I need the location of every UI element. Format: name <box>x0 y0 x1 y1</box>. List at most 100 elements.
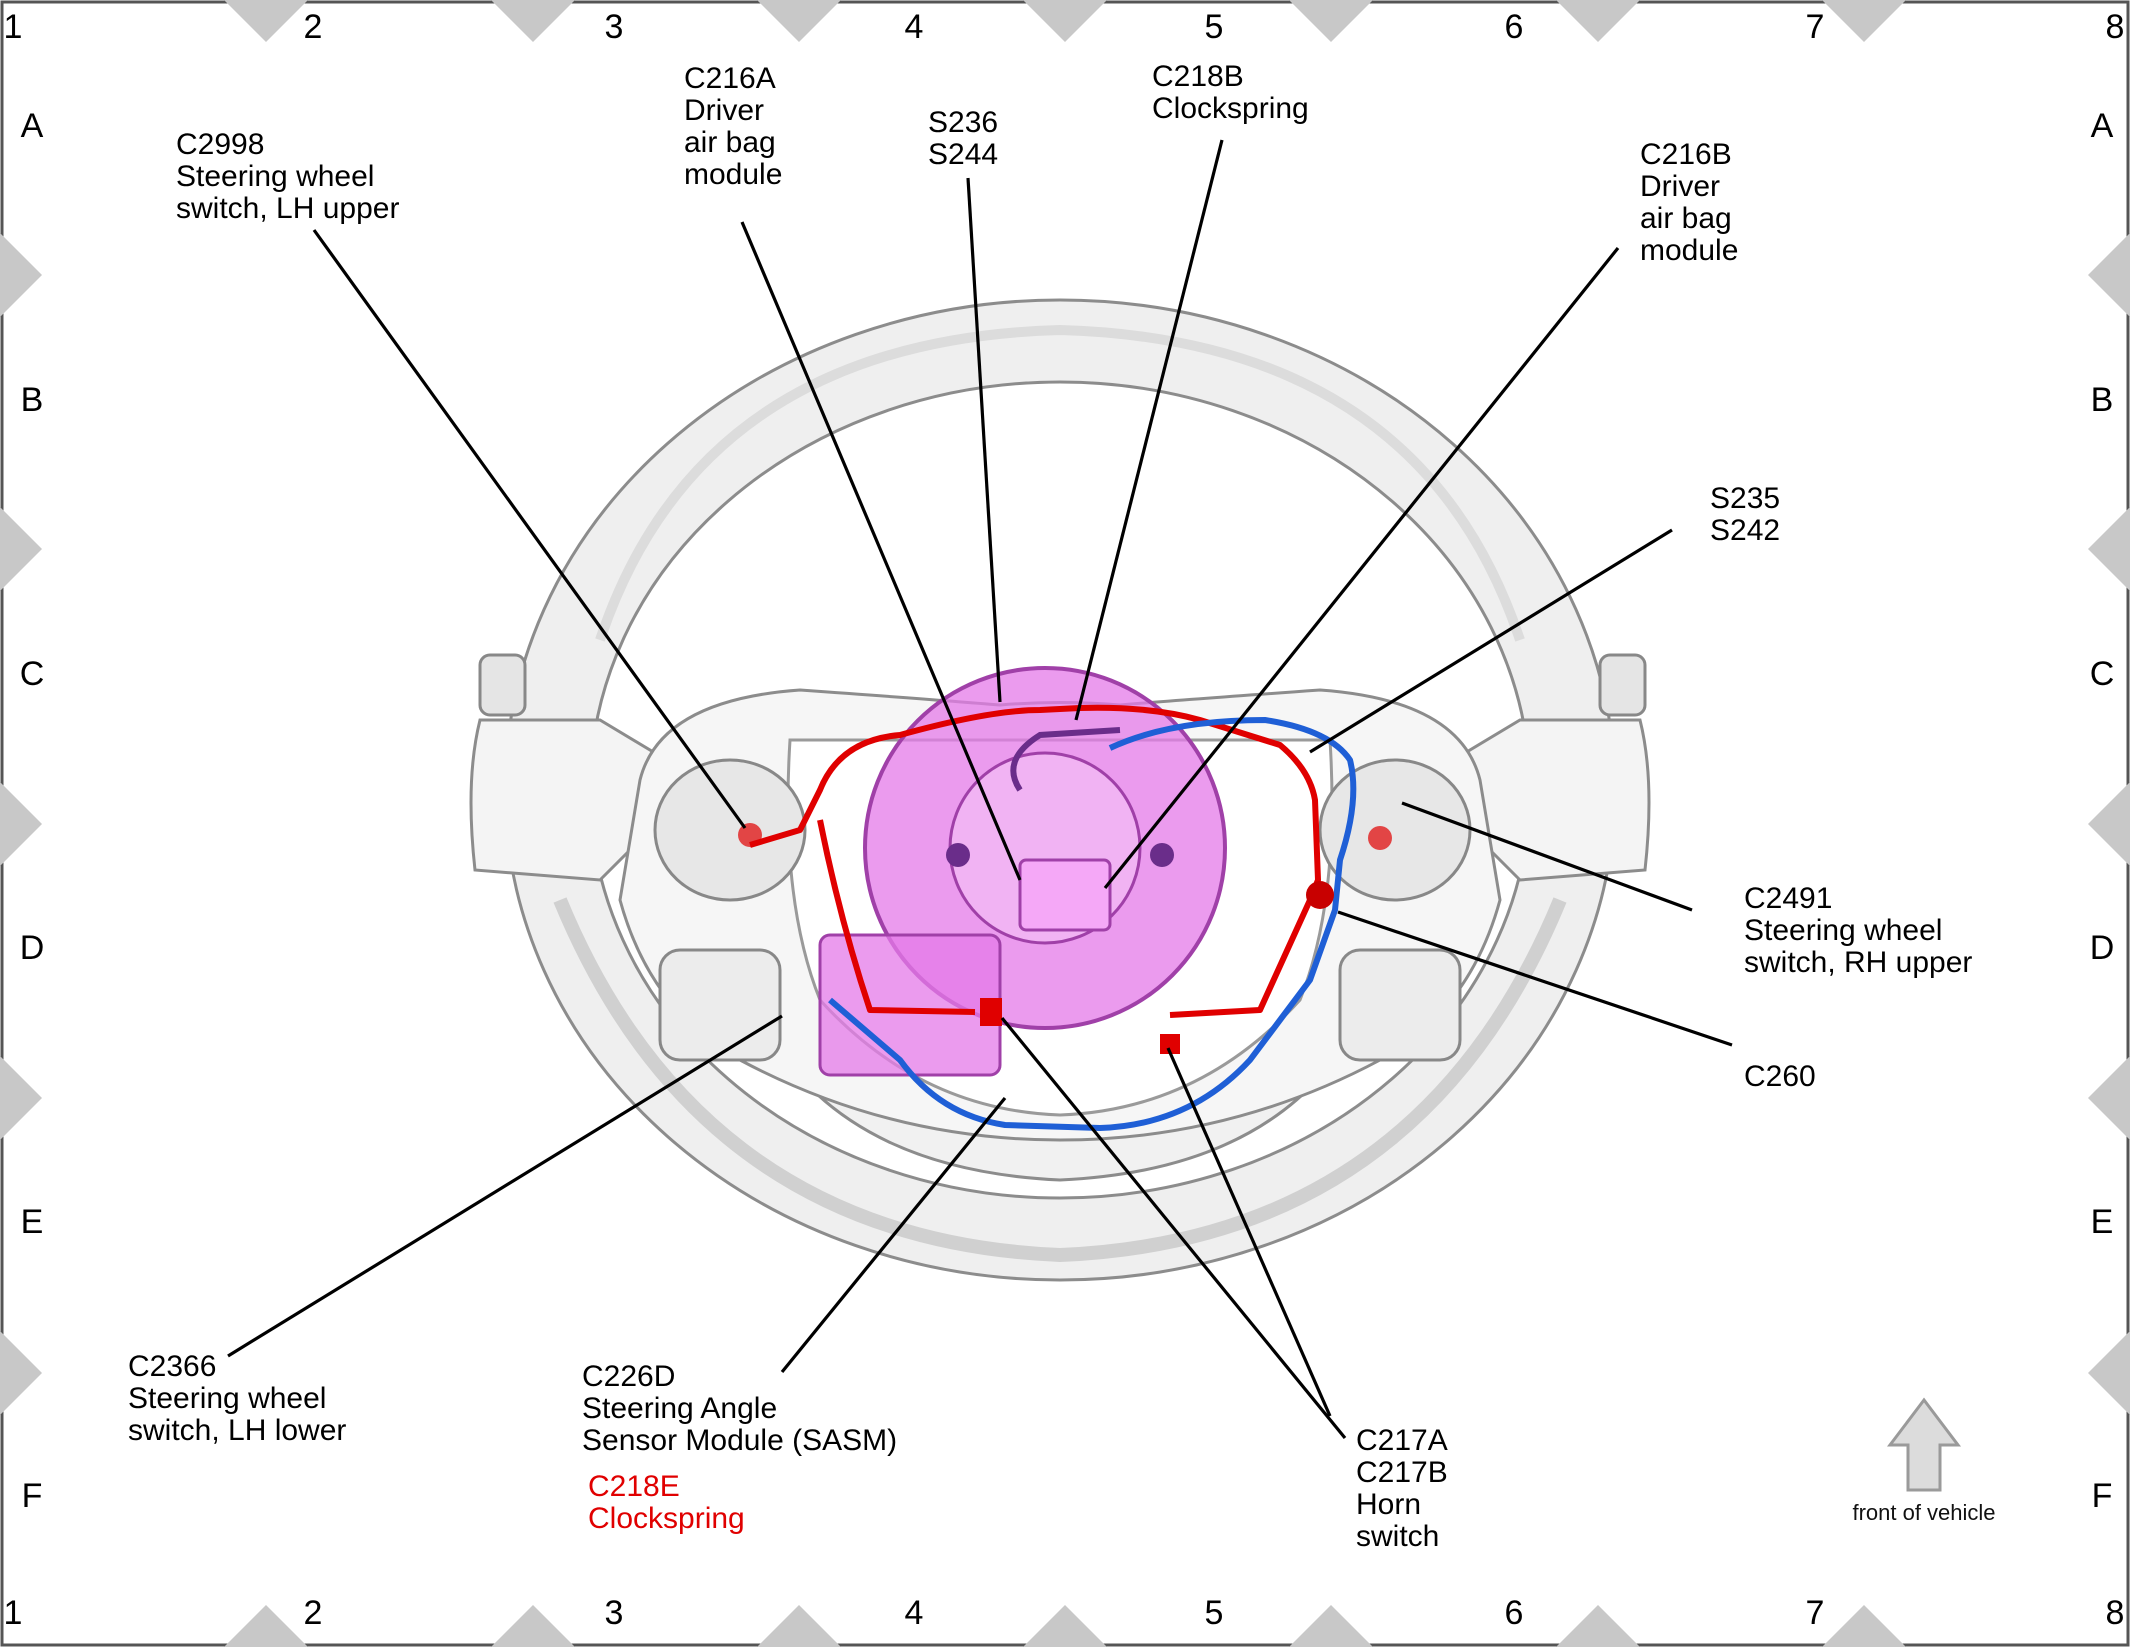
callout-s235-line: S235 <box>1710 482 1780 515</box>
clockspring-bolt-right <box>1150 843 1174 867</box>
border-diamond-left <box>0 1056 42 1140</box>
callout-c216a-line: Driver <box>684 94 764 127</box>
blue-harness <box>828 717 1357 1131</box>
grid-row-label-left: F <box>22 1477 43 1515</box>
border-diamond-right <box>2088 233 2130 317</box>
grid-col-label-bottom: 6 <box>1505 1594 1524 1632</box>
callout-c2491: C2491 Steering wheel switch, RH upper <box>1744 882 1972 979</box>
callout-c260-text: C260 <box>1744 1060 1816 1093</box>
leader-c217b <box>1166 1047 1332 1417</box>
callout-c217-line: Horn <box>1356 1488 1421 1521</box>
callout-c2998-line: Steering wheel <box>176 160 374 193</box>
callout-c216b-line: C216B <box>1640 138 1732 171</box>
callout-c217: C217A C217B Horn switch <box>1356 1424 1448 1553</box>
grid-row-label-right: A <box>2091 107 2114 145</box>
border-diamond-right <box>2088 507 2130 591</box>
callout-c2998: C2998 Steering wheel switch, LH upper <box>176 128 399 225</box>
border-diamond-top <box>1289 0 1373 42</box>
c217a-connector-mark <box>980 998 1002 1026</box>
callout-c218e-text: C218E Clockspring <box>588 1470 745 1535</box>
leader-c217a <box>1000 1016 1347 1440</box>
clockspring-top-wiring <box>1010 727 1121 792</box>
grid-row-label-left: C <box>20 655 45 693</box>
border-diamond-left <box>0 1331 42 1415</box>
callout-c216a-line: air bag <box>684 126 776 159</box>
c260-connector-mark <box>1306 881 1334 909</box>
border-diamond-right <box>2088 1056 2130 1140</box>
border-diamond-top <box>757 0 841 42</box>
grid-row-label-left: B <box>21 381 44 419</box>
airbag-connectors <box>1018 858 1112 932</box>
callout-c218e-line: Clockspring <box>588 1502 745 1535</box>
callout-c2491-line: switch, RH upper <box>1744 946 1972 979</box>
grid-col-label-bottom: 7 <box>1806 1594 1825 1632</box>
callout-c218e: C218E Clockspring <box>588 1470 745 1535</box>
grid-col-label-top: 5 <box>1205 8 1224 46</box>
paddle-right <box>1598 653 1647 717</box>
callout-c216a-text: C216A Driver air bag module <box>684 62 782 191</box>
right-spoke <box>1417 718 1651 882</box>
grid-col-label-bottom: 2 <box>304 1594 323 1632</box>
leader-c2366 <box>227 1014 783 1358</box>
grid-col-label-bottom: 3 <box>605 1594 624 1632</box>
callout-c216b: C216B Driver air bag module <box>1640 138 1738 267</box>
grid-row-label-right: D <box>2090 929 2115 967</box>
orientation-indicator: front of vehicle <box>1852 1397 1996 1525</box>
c217b-connector-mark <box>1160 1034 1180 1054</box>
callout-c216a: C216A Driver air bag module <box>684 62 782 191</box>
grid-col-label-top: 2 <box>304 8 323 46</box>
border-diamond-right <box>2088 1331 2130 1415</box>
orientation-label: front of vehicle <box>1852 1500 1995 1525</box>
callout-c218b-text: C218B Clockspring <box>1152 60 1309 125</box>
callout-c2998-line: switch, LH upper <box>176 192 399 225</box>
grid-col-label-bottom: 1 <box>4 1594 23 1632</box>
callout-c2491-line: C2491 <box>1744 882 1832 915</box>
c2998-connector-mark <box>738 823 762 847</box>
callout-c260: C260 <box>1744 1060 1816 1093</box>
grid-col-label-top: 8 <box>2106 8 2125 46</box>
border-diamond-bottom <box>1822 1605 1906 1647</box>
leader-c216b <box>1103 246 1620 890</box>
paddle-left <box>478 653 527 717</box>
border-diamond-top <box>491 0 575 42</box>
callout-c2366-text: C2366 Steering wheel switch, LH lower <box>128 1350 346 1447</box>
leader-c260 <box>1337 910 1733 1047</box>
border-diamond-top <box>1822 0 1906 42</box>
grid-col-label-top: 4 <box>905 8 924 46</box>
border-diamond-left <box>0 233 42 317</box>
callout-c2998-text: C2998 Steering wheel switch, LH upper <box>176 128 399 225</box>
callout-c216a-line: module <box>684 158 782 191</box>
rim-highlight <box>595 324 1525 642</box>
callout-s236-line: S236 <box>928 106 998 139</box>
up-arrow-icon <box>1886 1397 1962 1492</box>
lh-lower-switch-pad <box>658 948 782 1062</box>
border-diamond-top <box>1556 0 1640 42</box>
callout-c217-text: C217A C217B Horn switch <box>1356 1424 1448 1553</box>
callout-s235-text: S235 S242 <box>1710 482 1780 547</box>
callout-c217-line: C217B <box>1356 1456 1448 1489</box>
callout-c218e-line: C218E <box>588 1470 680 1503</box>
leader-c226d <box>780 1096 1007 1374</box>
c2491-connector-mark <box>1368 826 1392 850</box>
callout-c216a-line: C216A <box>684 62 776 95</box>
callout-c218b-line: C218B <box>1152 60 1244 93</box>
callout-c226d: C226D Steering Angle Sensor Module (SASM) <box>582 1360 897 1457</box>
callout-s236-line: S244 <box>928 138 998 171</box>
leader-s236 <box>966 177 1002 703</box>
clockspring-bolt-left <box>946 843 970 867</box>
callout-c2366: C2366 Steering wheel switch, LH lower <box>128 1350 346 1447</box>
border-diamond-bottom <box>757 1605 841 1647</box>
callout-c218b: C218B Clockspring <box>1152 60 1309 125</box>
grid-row-label-left: D <box>20 929 45 967</box>
leader-s235 <box>1309 528 1673 754</box>
grid-reference-labels: 1 1 2 2 3 3 4 4 5 5 6 6 7 7 8 8 A A B B C C D D E E F F <box>4 8 2125 1632</box>
leader-c2491 <box>1401 801 1693 912</box>
grid-row-label-right: B <box>2091 381 2114 419</box>
grid-col-label-top: 3 <box>605 8 624 46</box>
callout-c226d-line: Sensor Module (SASM) <box>582 1424 897 1457</box>
callout-labels: C2998 Steering wheel switch, LH upper C216A… <box>128 60 1972 1553</box>
leader-c2998 <box>312 229 747 829</box>
grid-row-label-right: C <box>2090 655 2115 693</box>
